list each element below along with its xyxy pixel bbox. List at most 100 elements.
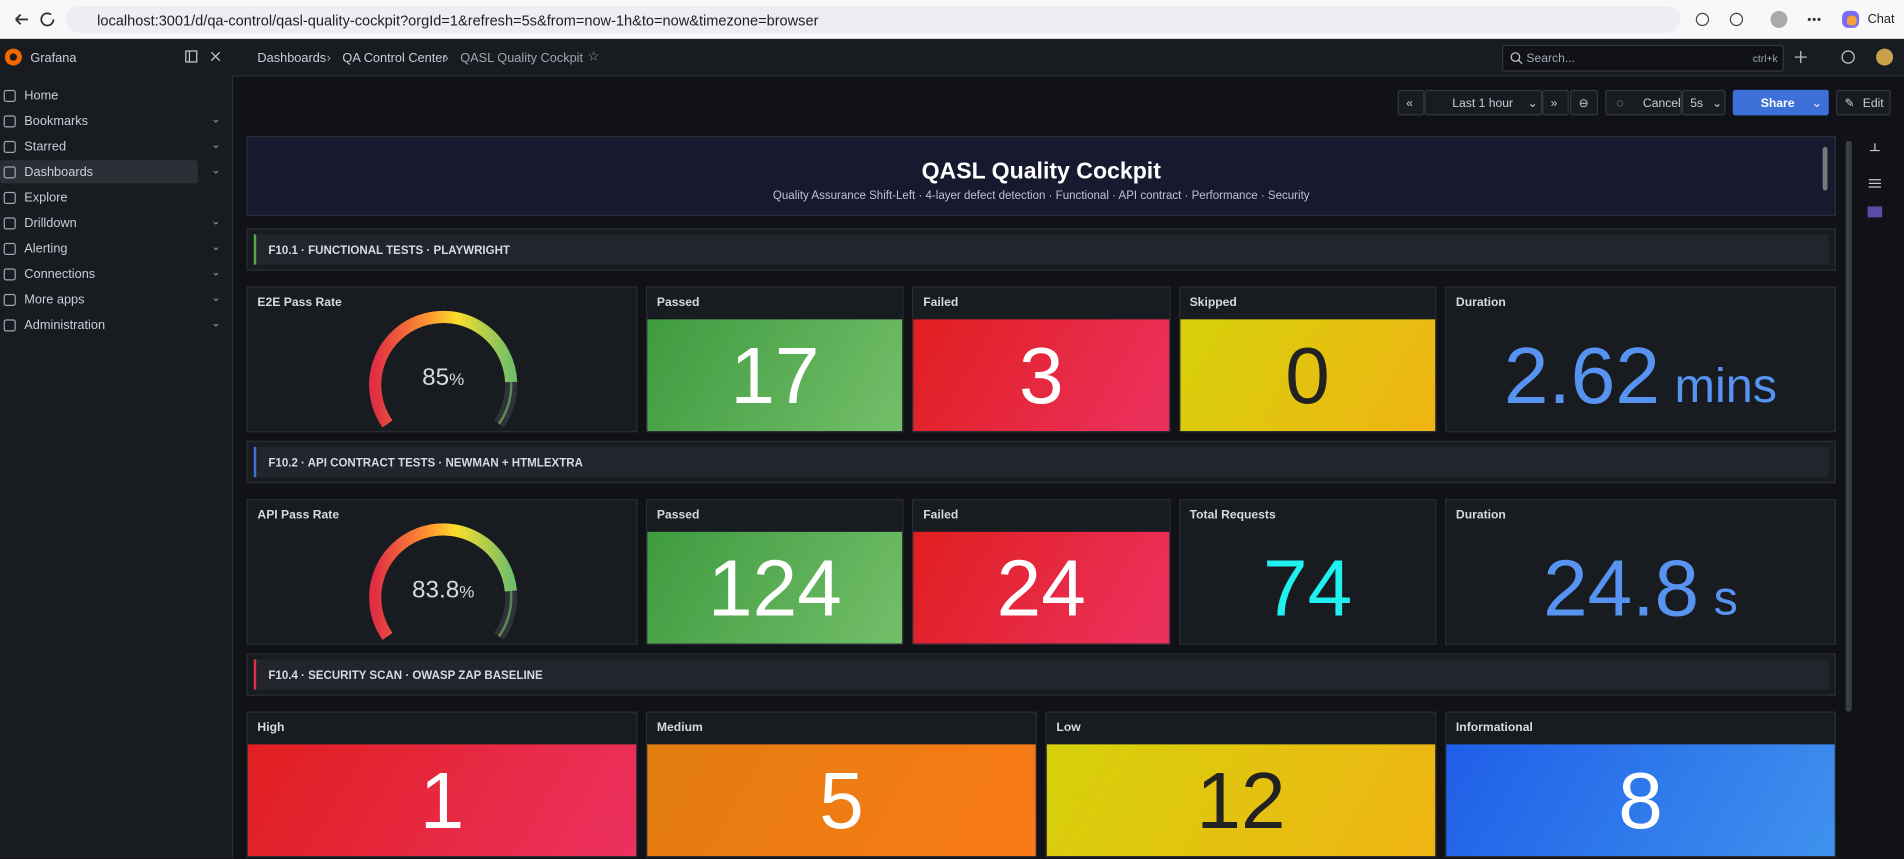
panel: Failed 3 [912, 286, 1171, 433]
stat-value: 12 [1047, 744, 1436, 856]
stat-value: 1 [248, 744, 637, 856]
nav-item[interactable]: Administration ⌄ [0, 313, 231, 336]
panel-title: Duration [1455, 296, 1506, 310]
nav-label: Alerting [24, 241, 68, 257]
panel-title: Duration [1455, 508, 1506, 523]
time-back[interactable]: « [1397, 89, 1425, 116]
star-icon[interactable]: ☆ [587, 49, 600, 65]
nav-chevron: ⌄ [211, 214, 221, 228]
copilot-icon[interactable] [1840, 9, 1862, 31]
right-rail-icons[interactable] [1865, 141, 1884, 226]
url-text: localhost:3001/d/qa-control/qasl-quality… [97, 12, 819, 30]
stat-unit: s [1713, 571, 1738, 625]
nav-icon [3, 115, 16, 128]
url-bar[interactable]: localhost:3001/d/qa-control/qasl-quality… [65, 6, 1681, 33]
nav-item[interactable]: Connections ⌄ [0, 262, 231, 285]
scrollbar[interactable] [1822, 146, 1828, 191]
row-title: F10.2 · API CONTRACT TESTS · NEWMAN + HT… [268, 456, 583, 470]
breadcrumb[interactable]: Dashboards [257, 51, 327, 66]
time-range: Last 1 hour [1452, 97, 1514, 111]
nav-chevron: ⌄ [211, 138, 221, 151]
cancel-label: Cancel [1642, 97, 1681, 111]
gauge-value: 83.8% [412, 576, 474, 603]
refresh-picker[interactable]: 5s ⌄ [1681, 89, 1726, 116]
chat-label[interactable]: Chat [1867, 12, 1895, 27]
search-box[interactable]: Search... ctrl+k [1502, 44, 1784, 72]
stat-value: 2.62 mins [1446, 319, 1835, 431]
breadcrumb-separator: › [444, 51, 449, 66]
panel-title: Failed [923, 296, 959, 310]
zoom-out[interactable]: ⊖ [1570, 89, 1599, 116]
panel-title: Informational [1455, 721, 1533, 735]
cancel-button[interactable]: Cancel ◌ [1605, 89, 1682, 116]
stat-background [913, 531, 1169, 644]
browser-toolbar-icons [1695, 10, 1821, 28]
stat-value: 8 [1446, 744, 1835, 856]
stat-number: 17 [730, 330, 820, 421]
dashboard-title: QASL Quality Cockpit [921, 159, 1161, 185]
row-title: F10.4 · SECURITY SCAN · OWASP ZAP BASELI… [268, 669, 543, 683]
nav-item[interactable]: More apps ⌄ [0, 288, 231, 311]
panel: API Pass Rate 83.8% [246, 499, 638, 645]
nav-item[interactable]: Dashboards ⌄ [0, 160, 220, 184]
row-header: F10.2 · API CONTRACT TESTS · NEWMAN + HT… [246, 440, 1837, 484]
nav-icon [3, 166, 16, 179]
panel-title: Skipped [1189, 296, 1237, 310]
stat-background [647, 531, 903, 644]
stat-value: 5 [647, 744, 1036, 856]
sidebar-controls[interactable] [185, 50, 226, 65]
gauge-number: 85 [422, 364, 449, 391]
panel-title: Medium [656, 721, 703, 735]
grafana-logo [4, 48, 22, 66]
breadcrumb-separator: › [326, 51, 331, 66]
nav-chevron: ⌄ [211, 240, 221, 253]
nav-item[interactable]: Explore [0, 186, 231, 209]
edit-button[interactable]: Edit ✎ [1836, 89, 1891, 116]
stat-background [247, 744, 637, 857]
share-button[interactable]: Share ⌄ [1732, 89, 1829, 116]
nav-label: More apps [24, 292, 85, 308]
stat-number: 74 [1262, 542, 1353, 633]
browser-nav-icons [15, 12, 55, 27]
gauge: 83.8% [369, 523, 518, 640]
row-bar: F10.4 · SECURITY SCAN · OWASP ZAP BASELI… [253, 659, 1829, 690]
brand: Grafana [30, 51, 77, 66]
nav-icon [3, 293, 16, 307]
stat-number: 24.8 [1543, 542, 1700, 633]
time-forward[interactable]: » [1542, 89, 1569, 116]
edit-label: Edit [1862, 97, 1884, 111]
time-picker[interactable]: Last 1 hour ⌄ [1424, 89, 1543, 116]
nav-label: Dashboards [24, 165, 94, 180]
breadcrumb[interactable]: QASL Quality Cockpit [460, 51, 584, 66]
nav-item[interactable]: Home [0, 84, 231, 107]
gauge-unit: % [459, 582, 474, 601]
panel-title: API Pass Rate [257, 508, 340, 523]
page-scrollbar[interactable] [1845, 140, 1852, 712]
nav-item[interactable]: Alerting ⌄ [0, 237, 231, 260]
panel: Medium 5 [646, 711, 1038, 858]
gauge: 85% [369, 310, 518, 428]
nav-label: Explore [24, 190, 68, 206]
stat-background [913, 319, 1169, 432]
breadcrumb[interactable]: QA Control Center [342, 51, 447, 66]
nav-label: Home [24, 88, 59, 104]
nav-icon [3, 89, 16, 103]
topnav-icons[interactable] [1791, 46, 1900, 68]
stat-number: 2.62 [1503, 330, 1660, 421]
panel: Duration 2.62 mins [1445, 286, 1837, 433]
stat-background [647, 319, 903, 432]
nav-item[interactable]: Drilldown ⌄ [0, 211, 231, 234]
dashboard-subtitle: Quality Assurance Shift-Left · 4-layer d… [772, 189, 1310, 203]
panel-title: Passed [656, 296, 700, 310]
nav-item[interactable]: Starred ⌄ [0, 135, 231, 158]
panel: Skipped 0 [1178, 286, 1437, 433]
gauge-number: 83.8 [412, 576, 459, 603]
nav-icon [3, 268, 16, 281]
stat-number: 24 [996, 542, 1086, 633]
nav-chevron: ⌄ [211, 291, 221, 304]
nav-chevron: ⌄ [211, 316, 221, 330]
nav-item[interactable]: Bookmarks ⌄ [0, 109, 231, 132]
share-label: Share [1760, 97, 1795, 111]
